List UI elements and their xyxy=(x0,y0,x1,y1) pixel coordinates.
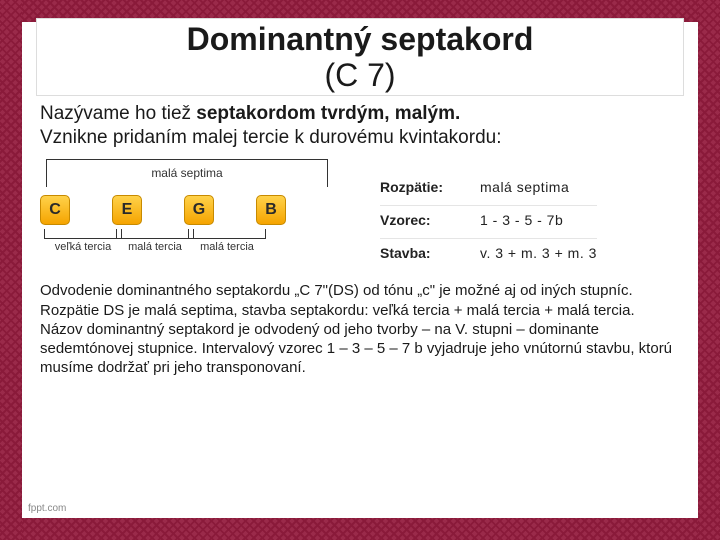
intro-paragraph: Nazývame ho tiež septakordom tvrdým, mal… xyxy=(40,102,680,150)
chord-diagram: malá septima C E G B veľká tercia malá t… xyxy=(40,159,680,271)
bottom-intervals: veľká tercia malá tercia malá tercia xyxy=(40,229,350,265)
notes-row: C E G B xyxy=(40,195,350,225)
note-c: C xyxy=(40,195,70,225)
info-row-rozpatie: Rozpätie: malá septima xyxy=(380,173,597,206)
intro-bold: septakordom tvrdým, malým. xyxy=(196,103,460,124)
slide-subtitle: (C 7) xyxy=(45,58,675,93)
info-label: Rozpätie: xyxy=(380,179,458,195)
interval-2: malá tercia xyxy=(116,229,194,253)
top-bracket: malá septima xyxy=(46,159,328,187)
chord-notes-area: malá septima C E G B veľká tercia malá t… xyxy=(40,159,350,265)
interval-3: malá tercia xyxy=(188,229,266,253)
interval-1-label: veľká tercia xyxy=(55,241,111,253)
info-row-stavba: Stavba: v. 3 + m. 3 + m. 3 xyxy=(380,239,597,271)
note-g: G xyxy=(184,195,214,225)
info-value: malá septima xyxy=(480,179,569,195)
info-row-vzorec: Vzorec: 1 - 3 - 5 - 7b xyxy=(380,206,597,239)
info-value: v. 3 + m. 3 + m. 3 xyxy=(480,245,597,261)
footer-credit: fppt.com xyxy=(28,503,66,514)
intro-text-2: Vznikne pridaním malej tercie k durovému… xyxy=(40,127,501,148)
info-label: Stavba: xyxy=(380,245,458,261)
top-interval-label: malá septima xyxy=(145,166,228,180)
body-paragraph: Odvodenie dominantného septakordu „C 7"(… xyxy=(40,281,680,377)
note-e: E xyxy=(112,195,142,225)
slide-title: Dominantný septakord xyxy=(45,21,675,58)
title-box: Dominantný septakord (C 7) xyxy=(36,18,684,96)
info-label: Vzorec: xyxy=(380,212,458,228)
info-table: Rozpätie: malá septima Vzorec: 1 - 3 - 5… xyxy=(380,173,597,271)
interval-3-label: malá tercia xyxy=(200,241,254,253)
interval-2-label: malá tercia xyxy=(128,241,182,253)
info-value: 1 - 3 - 5 - 7b xyxy=(480,212,563,228)
intro-text-1: Nazývame ho tiež xyxy=(40,103,196,124)
note-b: B xyxy=(256,195,286,225)
slide-content: Dominantný septakord (C 7) Nazývame ho t… xyxy=(22,22,698,518)
interval-1: veľká tercia xyxy=(44,229,122,253)
